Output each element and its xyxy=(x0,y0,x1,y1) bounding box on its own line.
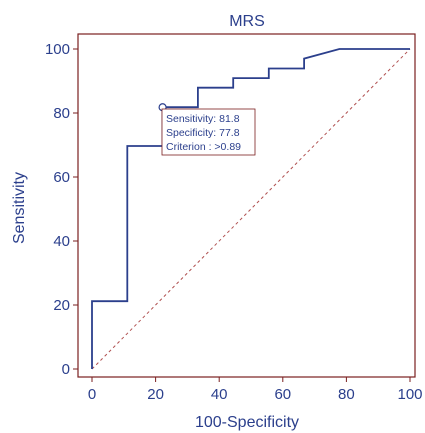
y-tick-label: 40 xyxy=(53,233,70,250)
y-tick-label: 80 xyxy=(53,105,70,122)
roc-curve xyxy=(91,48,410,369)
y-tick-label: 60 xyxy=(53,169,70,186)
x-tick-label: 20 xyxy=(147,386,164,403)
y-axis-ticks: 0 20 40 60 80 100 xyxy=(45,41,78,378)
x-tick-label: 0 xyxy=(88,386,96,403)
criterion-annotation: Sensitivity: 81.8 Specificity: 77.8 Crit… xyxy=(161,108,256,156)
annotation-sensitivity: Sensitivity: 81.8 xyxy=(166,113,240,125)
annotation-box xyxy=(161,108,256,156)
y-tick-label: 20 xyxy=(53,297,70,314)
x-tick-label: 100 xyxy=(397,386,422,403)
plot-frame xyxy=(77,33,416,378)
annotation-specificity: Specificity: 77.8 xyxy=(166,127,240,139)
x-tick-label: 60 xyxy=(274,386,291,403)
y-tick-label: 100 xyxy=(45,41,70,58)
x-tick-label: 40 xyxy=(211,386,228,403)
x-axis-label: 100-Specificity xyxy=(195,414,299,431)
annotation-criterion: Criterion : >0.89 xyxy=(166,141,241,153)
y-axis-label: Sensitivity xyxy=(11,172,28,244)
x-tick-label: 80 xyxy=(338,386,355,403)
y-tick-label: 0 xyxy=(62,361,70,378)
x-axis-ticks: 0 20 40 60 80 100 xyxy=(88,377,423,403)
reference-diagonal-line xyxy=(91,48,411,370)
chart-title: MRS xyxy=(229,13,265,30)
